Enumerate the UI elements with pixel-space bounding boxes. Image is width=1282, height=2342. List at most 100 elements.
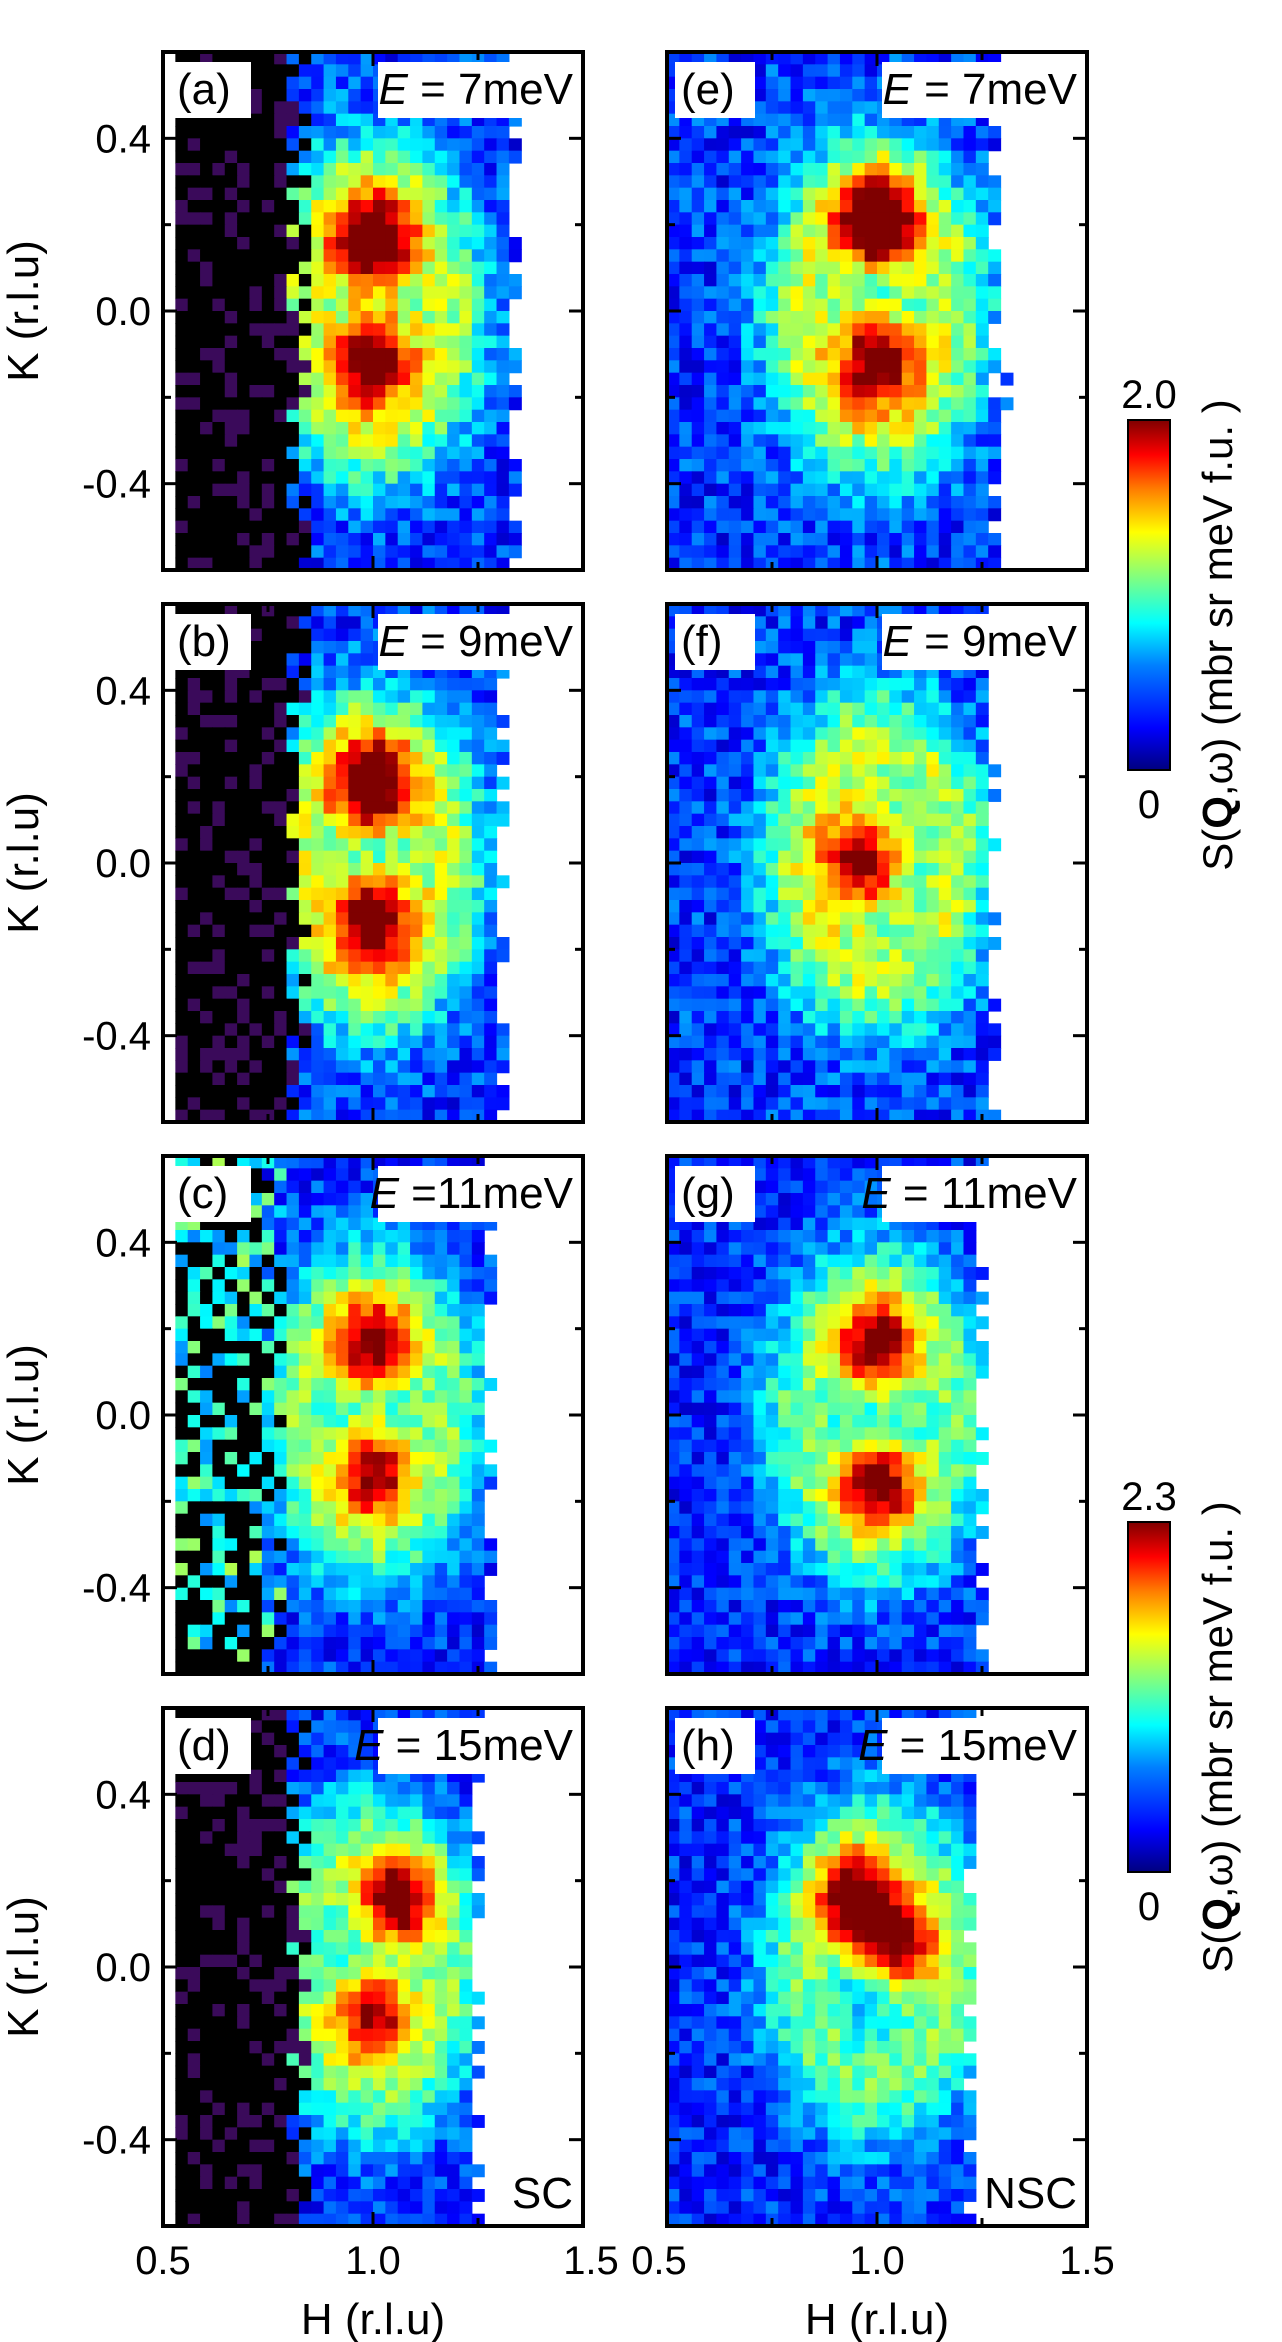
heatmap-cell	[298, 483, 312, 497]
heatmap-cell	[397, 372, 411, 386]
heatmap-cell	[397, 1782, 411, 1795]
heatmap-cell	[274, 887, 288, 901]
heatmap-cell	[410, 1452, 424, 1465]
heatmap-cell	[261, 813, 275, 827]
heatmap-cell	[410, 900, 424, 913]
heatmap-cell	[471, 1893, 485, 1906]
heatmap-cell	[335, 1439, 349, 1453]
heatmap-cell	[274, 2189, 288, 2202]
heatmap-cell	[385, 212, 399, 226]
heatmap-cell	[335, 1180, 349, 1194]
heatmap-cell	[422, 863, 436, 876]
heatmap-cell	[434, 1991, 448, 2005]
heatmap-cell	[459, 1868, 473, 1882]
heatmap-cell	[471, 838, 485, 852]
heatmap-cell	[298, 1048, 312, 1061]
heatmap-cell	[237, 1806, 251, 1820]
heatmap-cell	[373, 1930, 386, 1943]
heatmap-cell	[187, 2152, 201, 2165]
heatmap-cell	[459, 1991, 473, 2005]
heatmap-cell	[274, 1476, 288, 1490]
heatmap-cell	[434, 471, 448, 485]
heatmap-cell	[298, 126, 312, 139]
heatmap-cell	[348, 1587, 362, 1601]
heatmap-cell	[459, 557, 473, 571]
heatmap-cell	[237, 1109, 251, 1123]
heatmap-cell	[187, 937, 201, 950]
heatmap-cell	[212, 1979, 226, 1993]
heatmap-cell	[249, 1085, 263, 1098]
heatmap-cell	[975, 126, 989, 139]
heatmap-cell	[397, 702, 411, 716]
heatmap-cell	[447, 1880, 461, 1894]
heatmap-cell	[200, 1230, 214, 1243]
heatmap-cell	[410, 1905, 424, 1919]
heatmap-cell	[373, 1600, 386, 1613]
heatmap-cell	[237, 776, 251, 790]
heatmap-cell	[975, 261, 989, 275]
heatmap-cell	[988, 175, 1002, 189]
heatmap-cell	[187, 385, 201, 398]
heatmap-cell	[434, 949, 448, 963]
heatmap-cell	[187, 1930, 201, 1943]
heatmap-cell	[385, 887, 399, 901]
heatmap-cell	[410, 1291, 424, 1305]
heatmap-cell	[298, 801, 312, 815]
heatmap-cell	[852, 249, 866, 263]
heatmap-cell	[877, 187, 890, 201]
heatmap-cell	[753, 150, 767, 164]
heatmap-cell	[323, 1637, 337, 1650]
heatmap-cell	[373, 1242, 386, 1256]
heatmap-cell	[459, 961, 473, 975]
heatmap-cell	[397, 1341, 411, 1354]
heatmap-cell	[187, 212, 201, 226]
heatmap-cell	[471, 875, 485, 889]
heatmap-cell	[335, 1402, 349, 1416]
heatmap-cell	[286, 863, 300, 876]
heatmap-cell	[187, 360, 201, 374]
heatmap-cell	[249, 113, 263, 127]
heatmap-cell	[422, 459, 436, 472]
heatmap-cell	[175, 1843, 189, 1857]
heatmap-cell	[298, 1526, 312, 1539]
heatmap-cell	[827, 76, 841, 90]
heatmap-cell	[852, 237, 866, 250]
heatmap-cell	[926, 274, 940, 287]
heatmap-cell	[373, 360, 386, 374]
heatmap-cell	[323, 1304, 337, 1317]
heatmap-cell	[249, 520, 263, 534]
heatmap-cell	[864, 76, 878, 90]
heatmap-cell	[459, 1893, 473, 1906]
heatmap-cell	[323, 912, 337, 926]
heatmap-cell	[373, 2127, 386, 2141]
heatmap-cell	[274, 1575, 288, 1589]
heatmap-cell	[224, 1831, 238, 1845]
heatmap-cell	[311, 409, 325, 423]
heatmap-cell	[224, 604, 238, 617]
heatmap-cell	[323, 887, 337, 901]
heatmap-cell	[187, 2004, 201, 2017]
heatmap-cell	[335, 1917, 349, 1931]
heatmap-cell	[187, 335, 201, 349]
heatmap-cell	[447, 274, 461, 287]
heatmap-cell	[459, 776, 473, 790]
heatmap-cell	[212, 1917, 226, 1931]
heatmap-cell	[212, 1328, 226, 1342]
heatmap-cell	[397, 298, 411, 312]
heatmap-cell	[385, 2102, 399, 2116]
heatmap-cell	[373, 2004, 386, 2017]
heatmap-cell	[249, 1427, 263, 1441]
heatmap-cell	[335, 949, 349, 963]
heatmap-cell	[434, 1942, 448, 1956]
heatmap-cell	[212, 557, 226, 571]
heatmap-cell	[410, 557, 424, 571]
heatmap-cell	[311, 286, 325, 300]
heatmap-cell	[212, 224, 226, 238]
heatmap-cell	[212, 1023, 226, 1037]
heatmap-cell	[422, 348, 436, 361]
heatmap-cell	[335, 1353, 349, 1367]
heatmap-cell	[274, 2004, 288, 2017]
heatmap-cell	[484, 1378, 498, 1391]
heatmap-cell	[397, 496, 411, 509]
heatmap-cell	[311, 1563, 325, 1576]
